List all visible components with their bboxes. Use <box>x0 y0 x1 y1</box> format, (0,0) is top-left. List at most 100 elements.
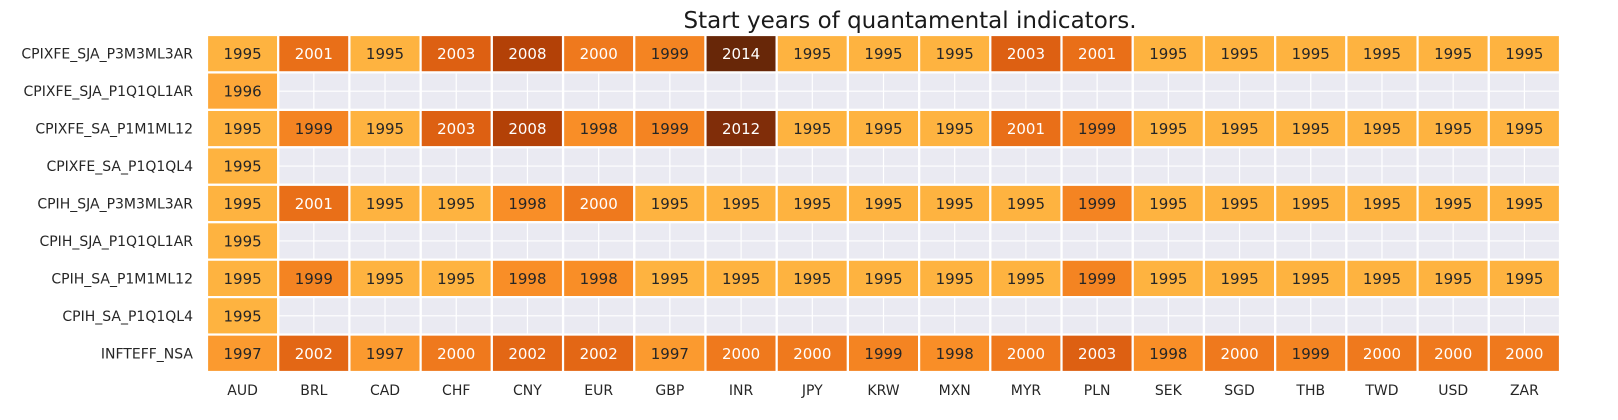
heatmap-cell <box>704 333 778 374</box>
cell-value-label: 1995 <box>1292 120 1330 138</box>
x-tick-label: KRW <box>867 383 899 399</box>
cell-value-label: 1995 <box>224 195 262 213</box>
cell-value-label: 1995 <box>936 270 974 288</box>
y-tick-label: CPIH_SA_P1Q1QL4 <box>62 309 193 325</box>
cell-value-label: 1995 <box>1363 45 1401 63</box>
cell-value-label: 1999 <box>1078 270 1116 288</box>
cell-value-label: 1995 <box>1505 120 1543 138</box>
cell-value-label: 1998 <box>508 270 546 288</box>
cell-value-label: 1995 <box>1434 270 1472 288</box>
y-tick-label: CPIXFE_SJA_P1Q1QL1AR <box>24 84 194 100</box>
cell-value-label: 1995 <box>366 120 404 138</box>
cell-value-label: 1995 <box>864 45 902 63</box>
cell-value-label: 1995 <box>1149 120 1187 138</box>
cell-value-label: 1995 <box>1220 120 1258 138</box>
cell-value-label: 1995 <box>1363 270 1401 288</box>
cell-value-label: 2002 <box>508 345 546 363</box>
cell-value-label: 1995 <box>224 158 262 176</box>
cell-value-label: 1995 <box>1505 195 1543 213</box>
y-axis-ticks: CPIXFE_SJA_P3M3ML3AR CPIXFE_SJA_P1Q1QL1AR… <box>21 47 193 363</box>
heatmap-cell <box>1202 183 1277 224</box>
heatmap-cell <box>561 108 636 149</box>
cell-value-label: 1998 <box>508 195 546 213</box>
cell-value-label: 1999 <box>295 120 333 138</box>
heatmap-cell <box>1202 108 1277 149</box>
heatmap-cell <box>1345 108 1419 149</box>
heatmap-cell <box>918 108 992 149</box>
cell-value-label: 1995 <box>1149 195 1187 213</box>
cell-value-label: 2008 <box>508 45 546 63</box>
x-tick-label: THB <box>1295 383 1325 399</box>
cell-value-label: 1995 <box>1007 195 1045 213</box>
cell-value-label: 2000 <box>1363 345 1401 363</box>
cell-value-label: 1999 <box>1292 345 1330 363</box>
cell-value-label: 1995 <box>1505 270 1543 288</box>
heatmap-cell <box>846 33 921 74</box>
cell-value-label: 2000 <box>580 195 618 213</box>
cell-value-label: 2000 <box>1007 345 1045 363</box>
heatmap-cell <box>1416 108 1490 149</box>
cell-value-label: 1999 <box>864 345 902 363</box>
x-tick-label: CHF <box>442 383 470 399</box>
heatmap-cell <box>1345 333 1419 374</box>
heatmap-cell <box>277 258 351 299</box>
y-tick-label: CPIXFE_SJA_P3M3ML3AR <box>21 47 193 63</box>
cell-value-label: 2000 <box>1434 345 1472 363</box>
heatmap-cell <box>989 183 1063 224</box>
heatmap-cell <box>561 333 636 374</box>
cell-value-label: 1999 <box>1078 195 1116 213</box>
heatmap-cell <box>775 333 849 374</box>
cell-value-label: 2012 <box>722 120 760 138</box>
heatmap-cell <box>1131 333 1206 374</box>
heatmap-cell <box>775 108 849 149</box>
cell-value-label: 1995 <box>936 195 974 213</box>
heatmap-cell <box>1487 183 1562 224</box>
heatmap-cell <box>1131 33 1206 74</box>
x-tick-label: CNY <box>513 383 542 399</box>
heatmap-cell <box>1416 258 1490 299</box>
cell-value-label: 2002 <box>580 345 618 363</box>
cell-value-label: 2002 <box>295 345 333 363</box>
heatmap-cell <box>1202 333 1277 374</box>
heatmap-cell <box>277 183 351 224</box>
cell-value-label: 2000 <box>722 345 760 363</box>
heatmap-cell <box>419 183 493 224</box>
heatmap-cell <box>846 108 921 149</box>
y-tick-label: CPIH_SJA_P1Q1QL1AR <box>39 234 193 250</box>
cell-value-label: 2000 <box>580 45 618 63</box>
cell-value-label: 2001 <box>1007 120 1045 138</box>
cell-value-label: 1995 <box>722 195 760 213</box>
x-tick-label: INR <box>729 383 754 399</box>
cell-value-label: 1995 <box>864 195 902 213</box>
heatmap-cell <box>1487 33 1562 74</box>
cell-value-label: 1997 <box>366 345 404 363</box>
heatmap-cell <box>989 33 1063 74</box>
cell-value-label: 1999 <box>651 45 689 63</box>
cell-value-label: 2003 <box>437 120 475 138</box>
cell-value-label: 1995 <box>1505 45 1543 63</box>
cell-value-label: 1995 <box>1434 45 1472 63</box>
heatmap-cell <box>205 296 280 336</box>
cell-value-label: 1995 <box>1363 120 1401 138</box>
x-axis-ticks: AUD BRL CAD CHF CNY EUR GBP INR JPY KRW MXN MYR PLN S… <box>227 383 1539 399</box>
cell-value-label: 1995 <box>1434 195 1472 213</box>
cell-value-label: 1998 <box>1149 345 1187 363</box>
heatmap-cell <box>633 333 707 374</box>
y-tick-label: CPIXFE_SA_P1Q1QL4 <box>46 159 193 175</box>
cell-value-label: 1995 <box>793 195 831 213</box>
x-tick-label: GBP <box>655 383 684 399</box>
heatmap-cell <box>918 333 992 374</box>
cell-value-label: 1995 <box>936 45 974 63</box>
heatmap-cell <box>1060 333 1134 374</box>
cell-value-label: 1996 <box>224 83 262 101</box>
heatmap-cell <box>846 333 921 374</box>
cell-value-label: 1995 <box>224 270 262 288</box>
heatmap-cell <box>1487 333 1562 374</box>
heatmap-cell <box>205 221 280 261</box>
cell-value-label: 1995 <box>1292 270 1330 288</box>
heatmap-cell <box>989 333 1063 374</box>
x-tick-label: PLN <box>1084 383 1111 399</box>
heatmap-cell <box>205 333 280 374</box>
cell-value-label: 1995 <box>366 270 404 288</box>
